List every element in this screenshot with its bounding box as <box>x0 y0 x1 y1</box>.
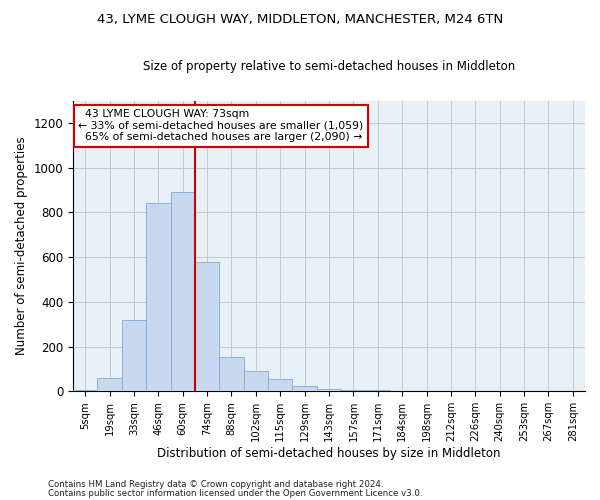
Bar <box>244 371 268 392</box>
Bar <box>73 390 97 392</box>
Text: Contains public sector information licensed under the Open Government Licence v3: Contains public sector information licen… <box>48 489 422 498</box>
Bar <box>195 262 220 392</box>
Bar <box>220 356 244 392</box>
Bar <box>146 204 170 392</box>
Text: 43, LYME CLOUGH WAY, MIDDLETON, MANCHESTER, M24 6TN: 43, LYME CLOUGH WAY, MIDDLETON, MANCHEST… <box>97 12 503 26</box>
Bar <box>97 378 122 392</box>
Bar <box>390 390 415 392</box>
Text: 43 LYME CLOUGH WAY: 73sqm
← 33% of semi-detached houses are smaller (1,059)
  65: 43 LYME CLOUGH WAY: 73sqm ← 33% of semi-… <box>78 110 364 142</box>
Bar <box>122 320 146 392</box>
X-axis label: Distribution of semi-detached houses by size in Middleton: Distribution of semi-detached houses by … <box>157 447 501 460</box>
Title: Size of property relative to semi-detached houses in Middleton: Size of property relative to semi-detach… <box>143 60 515 73</box>
Bar <box>170 192 195 392</box>
Bar <box>317 389 341 392</box>
Text: Contains HM Land Registry data © Crown copyright and database right 2024.: Contains HM Land Registry data © Crown c… <box>48 480 383 489</box>
Bar <box>341 390 365 392</box>
Bar <box>292 386 317 392</box>
Y-axis label: Number of semi-detached properties: Number of semi-detached properties <box>15 136 28 356</box>
Bar <box>365 390 390 392</box>
Bar <box>268 379 292 392</box>
